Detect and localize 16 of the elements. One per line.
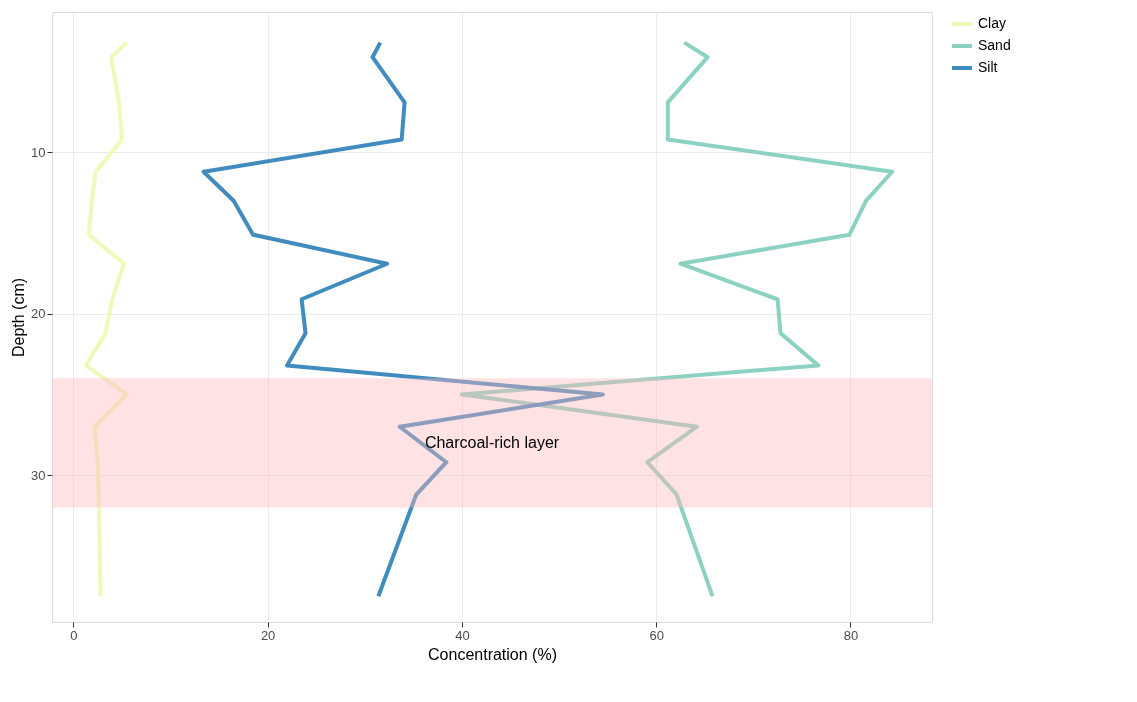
- x-tick-label: 0: [70, 627, 78, 643]
- legend-label: Sand: [978, 37, 1011, 53]
- legend-label: Silt: [978, 59, 998, 75]
- x-tick-label: 40: [455, 627, 470, 643]
- line-series: [201, 40, 605, 599]
- y-tick-label: 20: [31, 306, 46, 322]
- x-tick-label: 60: [649, 627, 664, 643]
- band-label: Charcoal-rich layer: [424, 433, 560, 451]
- x-tick-label: 20: [260, 627, 276, 643]
- x-tick-label: 80: [843, 627, 859, 643]
- y-tick-label: 10: [31, 144, 46, 160]
- legend-label: Clay: [978, 15, 1007, 31]
- x-axis-title: Concentration (%): [428, 645, 557, 663]
- y-tick-label: 30: [31, 467, 46, 483]
- line-series: [84, 40, 129, 599]
- y-axis-title: Depth (cm): [10, 277, 28, 358]
